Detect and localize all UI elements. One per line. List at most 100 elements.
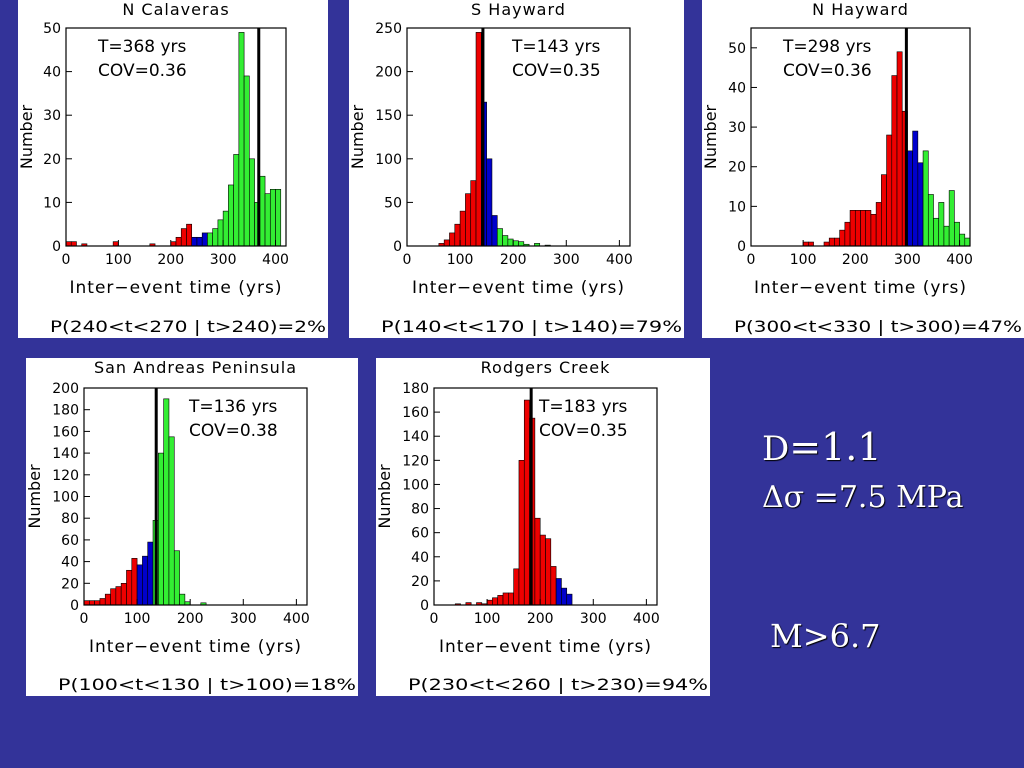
y-tick-label: 140 bbox=[402, 429, 429, 445]
histogram-bar bbox=[275, 189, 282, 247]
x-tick-label: 400 bbox=[283, 611, 310, 627]
histogram-rodgers-creek: Rodgers Creek 0 100 200 300 400 0 20 40 60 80 100 12… bbox=[376, 358, 708, 694]
y-tick-label: 120 bbox=[402, 453, 429, 469]
histogram-bar bbox=[110, 588, 117, 606]
histogram-bar bbox=[870, 213, 877, 247]
histogram-bar bbox=[170, 241, 177, 247]
chart-title: S Hayward bbox=[471, 0, 566, 19]
histogram-bar bbox=[508, 592, 514, 606]
histogram-bar bbox=[99, 598, 106, 606]
histogram-bar bbox=[545, 538, 552, 606]
x-axis-label: Inter−event time (yrs) bbox=[754, 278, 967, 298]
histogram-bar bbox=[259, 175, 266, 247]
y-tick-label: 20 bbox=[411, 574, 429, 590]
histogram-bar bbox=[828, 237, 835, 247]
x-tick-label: 0 bbox=[62, 252, 71, 268]
x-tick-label: 0 bbox=[80, 611, 89, 627]
y-tick-label: 20 bbox=[61, 576, 79, 592]
x-tick-label: 100 bbox=[447, 252, 474, 268]
histogram-bar bbox=[938, 202, 945, 247]
histogram-bar bbox=[933, 217, 940, 247]
histogram-bar bbox=[459, 210, 466, 247]
mean-recurrence-text: T=183 yrs bbox=[538, 397, 628, 417]
x-tick-label: 400 bbox=[633, 611, 660, 627]
chart-panel-s-hayward: S Hayward 0 100 200 300 400 0 50 100 150 200 250 Int… bbox=[349, 0, 684, 338]
histogram-bar bbox=[222, 210, 229, 247]
y-tick-label: 120 bbox=[52, 468, 79, 484]
x-tick-label: 0 bbox=[403, 252, 412, 268]
y-tick-label: 200 bbox=[375, 65, 402, 81]
histogram-bar bbox=[180, 228, 187, 247]
histogram-bar bbox=[860, 210, 867, 247]
chart-panel-san-andreas-peninsula: San Andreas Peninsula 0 100 200 300 400 0 20 40 6… bbox=[26, 358, 358, 696]
histogram-bar bbox=[492, 597, 499, 606]
x-axis-label: Inter−event time (yrs) bbox=[412, 278, 625, 298]
histogram-bar bbox=[104, 593, 111, 606]
mean-recurrence-text: T=136 yrs bbox=[188, 397, 278, 417]
histogram-bar bbox=[443, 239, 450, 247]
x-tick-label: 300 bbox=[894, 252, 921, 268]
cov-text: COV=0.35 bbox=[539, 421, 628, 441]
histogram-bar bbox=[465, 193, 472, 247]
histogram-bar bbox=[507, 238, 514, 247]
histogram-bar bbox=[475, 32, 482, 247]
y-tick-label: 50 bbox=[728, 41, 746, 57]
histogram-bar bbox=[179, 593, 186, 606]
histogram-bar bbox=[175, 236, 182, 247]
histogram-bar bbox=[228, 184, 234, 247]
histogram-bar bbox=[834, 237, 840, 247]
x-tick-label: 300 bbox=[553, 252, 580, 268]
y-tick-label: 100 bbox=[402, 477, 429, 493]
y-tick-label: 100 bbox=[375, 152, 402, 168]
histogram-bar bbox=[512, 240, 519, 247]
histogram-bar bbox=[186, 223, 193, 247]
histogram-bar bbox=[539, 534, 546, 606]
y-tick-label: 30 bbox=[728, 120, 746, 136]
plot-frame bbox=[750, 27, 971, 247]
histogram-bar bbox=[907, 150, 913, 247]
y-tick-label: 250 bbox=[375, 21, 402, 37]
x-tick-label: 100 bbox=[474, 611, 501, 627]
histogram-bar bbox=[168, 436, 175, 606]
histogram-bar bbox=[881, 174, 887, 247]
histogram-n-calaveras: N Calaveras 0 100 200 300 400 0 10 20 30 40 50 Inter… bbox=[18, 0, 326, 336]
y-tick-label: 60 bbox=[61, 533, 79, 549]
histogram-bar bbox=[196, 236, 203, 247]
histogram-bar bbox=[112, 241, 119, 247]
histogram-bar bbox=[217, 219, 224, 247]
histogram-bar bbox=[854, 210, 861, 247]
y-tick-label: 160 bbox=[52, 424, 79, 440]
y-tick-label: 50 bbox=[43, 21, 61, 37]
y-tick-label: 180 bbox=[402, 381, 429, 397]
histogram-bar bbox=[126, 569, 133, 606]
y-tick-label: 30 bbox=[43, 108, 61, 124]
x-tick-label: 0 bbox=[747, 252, 756, 268]
y-tick-label: 40 bbox=[43, 65, 61, 81]
x-axis-label: Inter−event time (yrs) bbox=[70, 278, 283, 298]
y-tick-label: 200 bbox=[52, 381, 79, 397]
histogram-bar bbox=[865, 210, 872, 247]
y-tick-label: 0 bbox=[393, 239, 402, 255]
histogram-n-hayward: N Hayward 0 100 200 300 400 0 10 20 30 40 50 Inter−e… bbox=[702, 0, 1022, 336]
histogram-bar bbox=[269, 189, 276, 247]
y-tick-label: 160 bbox=[402, 405, 429, 421]
magnitude-text: M>6.7 bbox=[770, 617, 881, 655]
y-axis-label: Number bbox=[26, 464, 44, 529]
x-tick-label: 100 bbox=[790, 252, 817, 268]
histogram-bar bbox=[896, 51, 903, 247]
x-axis-label: Inter−event time (yrs) bbox=[439, 637, 652, 657]
x-tick-label: 300 bbox=[230, 611, 257, 627]
plot-frame bbox=[406, 27, 631, 247]
histogram-s-hayward: S Hayward 0 100 200 300 400 0 50 100 150 200 250 Int… bbox=[349, 0, 682, 336]
x-tick-label: 400 bbox=[946, 252, 973, 268]
histogram-bar bbox=[912, 130, 919, 247]
y-tick-label: 20 bbox=[728, 160, 746, 176]
histogram-bar bbox=[849, 210, 856, 247]
y-tick-label: 180 bbox=[52, 403, 79, 419]
histogram-bar bbox=[142, 555, 149, 606]
histogram-bar bbox=[964, 237, 971, 247]
histogram-bar bbox=[844, 221, 851, 247]
y-tick-label: 100 bbox=[52, 490, 79, 506]
histogram-san-andreas-peninsula: San Andreas Peninsula 0 100 200 300 400 0 20 40 6… bbox=[26, 358, 356, 694]
chart-title: N Hayward bbox=[812, 0, 909, 19]
